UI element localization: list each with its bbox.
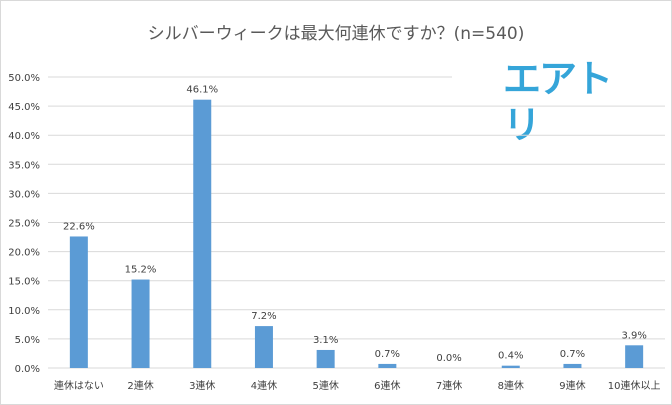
y-tick-label: 35.0%	[8, 160, 40, 171]
x-tick-label: 8連休	[498, 379, 524, 392]
y-tick-label: 25.0%	[8, 219, 40, 230]
brand-logo: エアトリ	[503, 57, 613, 147]
y-tick-label: 50.0%	[8, 73, 40, 84]
x-tick-label: 連休はない	[54, 379, 104, 392]
y-tick-label: 20.0%	[8, 248, 40, 259]
y-tick-label: 45.0%	[8, 102, 40, 113]
x-tick-label: 5連休	[312, 379, 338, 392]
y-tick-label: 10.0%	[8, 306, 40, 317]
bar	[69, 236, 88, 368]
x-tick-label: 6連休	[374, 379, 400, 392]
data-label: 22.6%	[63, 221, 95, 232]
y-tick-label: 30.0%	[8, 189, 40, 200]
x-tick-label: 9連休	[559, 379, 585, 392]
y-tick-label: 0.0%	[15, 364, 40, 375]
data-label: 0.7%	[560, 349, 585, 360]
x-tick-label: 3連休	[189, 379, 215, 392]
y-tick-label: 15.0%	[8, 277, 40, 288]
x-tick-label: 10連休以上	[608, 379, 661, 392]
chart-title: シルバーウィークは最大何連休ですか？(n=540)	[147, 24, 525, 44]
y-tick-label: 40.0%	[8, 131, 40, 142]
data-label: 46.1%	[186, 85, 218, 96]
data-label: 3.1%	[313, 335, 338, 346]
bar	[131, 279, 150, 368]
bar	[254, 326, 273, 368]
data-label: 15.2%	[125, 265, 157, 276]
bar	[501, 365, 520, 368]
bar	[625, 345, 644, 368]
data-label: 0.7%	[375, 349, 400, 360]
data-label: 0.0%	[436, 353, 461, 364]
data-label: 7.2%	[251, 311, 276, 322]
bar	[316, 349, 335, 368]
x-tick-label: 4連休	[251, 379, 277, 392]
bar	[378, 363, 397, 368]
x-tick-label: 2連休	[127, 379, 153, 392]
y-tick-label: 5.0%	[15, 335, 40, 346]
bar	[563, 363, 582, 368]
bar	[193, 99, 212, 368]
x-tick-label: 7連休	[436, 379, 462, 392]
data-label: 0.4%	[498, 351, 523, 362]
data-label: 3.9%	[621, 330, 646, 341]
